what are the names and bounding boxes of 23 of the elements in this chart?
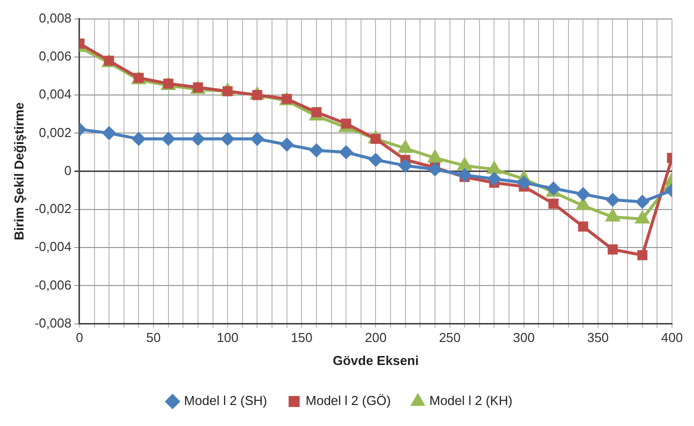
x-axis-title: Gövde Ekseni xyxy=(332,352,419,368)
y-tick-label: -0,002 xyxy=(34,201,72,216)
y-axis-title: Birim Şekil Değiştirme xyxy=(11,102,26,240)
x-tick-label: 50 xyxy=(146,330,161,346)
x-tick-label: 0 xyxy=(76,330,84,346)
y-tick-label: -0,006 xyxy=(34,277,72,292)
legend-label: Model l 2 (GÖ) xyxy=(306,393,391,408)
x-tick-label: 300 xyxy=(513,330,535,346)
y-tick-label: 0,008 xyxy=(38,10,72,26)
y-tick-label: 0 xyxy=(64,162,72,178)
y-tick-label: -0,004 xyxy=(34,239,72,254)
y-tick-label: -0,008 xyxy=(34,315,72,330)
x-tick-label: 200 xyxy=(364,330,387,346)
x-tick-label: 150 xyxy=(290,330,313,346)
legend-label: Model l 2 (SH) xyxy=(184,393,268,408)
y-tick-label: 0,006 xyxy=(38,48,72,64)
y-tick-label: 0,002 xyxy=(38,124,72,140)
y-tick-label: 0,004 xyxy=(38,86,72,102)
x-tick-label: 100 xyxy=(216,330,238,346)
x-tick-label: 250 xyxy=(438,330,461,346)
x-tick-label: 350 xyxy=(587,330,609,346)
legend-label: Model l 2 (KH) xyxy=(429,393,512,408)
x-tick-label: 400 xyxy=(661,330,683,346)
